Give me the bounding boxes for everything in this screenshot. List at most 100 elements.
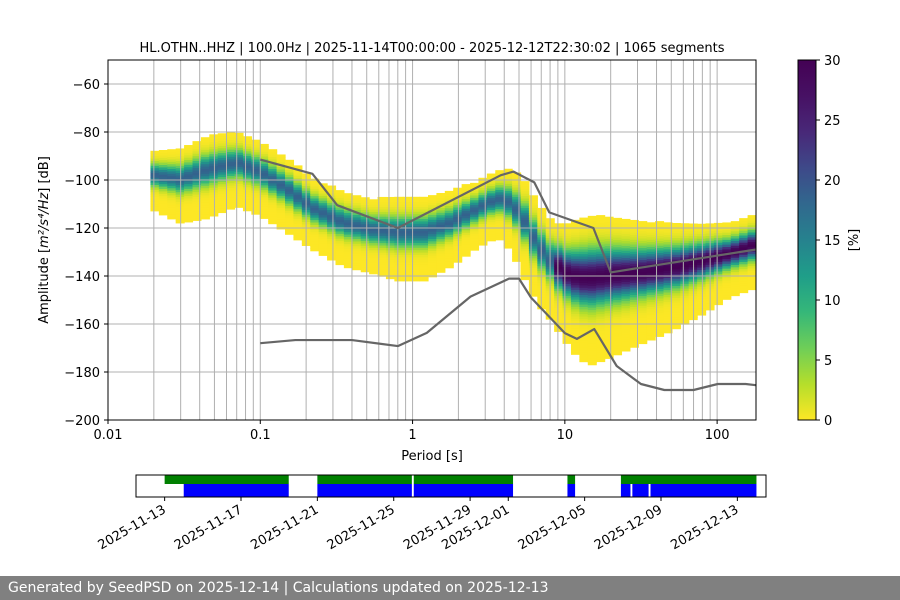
heatmap-cell	[596, 215, 606, 219]
heatmap-cell	[276, 195, 286, 199]
heatmap-cell	[512, 246, 522, 250]
heatmap-cell	[680, 266, 690, 270]
heatmap-cell	[655, 305, 665, 309]
heatmap-cell	[293, 225, 303, 229]
heatmap-cell	[327, 257, 337, 261]
heatmap-cell	[419, 232, 429, 236]
heatmap-cell	[453, 223, 463, 227]
heatmap-cell	[276, 176, 286, 180]
heatmap-cell	[402, 271, 412, 275]
heatmap-cell	[629, 229, 639, 233]
heatmap-cell	[503, 207, 513, 211]
heatmap-cell	[158, 190, 168, 194]
heatmap-cell	[503, 199, 513, 203]
heatmap-cell	[655, 293, 665, 297]
heatmap-cell	[444, 195, 454, 199]
heatmap-cell	[184, 164, 194, 168]
heatmap-cell	[150, 150, 160, 154]
heatmap-cell	[200, 139, 210, 143]
heatmap-cell	[436, 195, 446, 199]
heatmap-cell	[503, 223, 513, 227]
heatmap-cell	[411, 249, 421, 253]
heatmap-cell	[638, 221, 648, 225]
heatmap-cell	[318, 221, 328, 225]
heatmap-cell	[613, 277, 623, 281]
heatmap-cell	[655, 254, 665, 258]
heatmap-cell	[427, 214, 437, 218]
heatmap-cell	[444, 255, 454, 259]
heatmap-cell	[570, 323, 580, 327]
heatmap-cell	[360, 199, 370, 203]
heatmap-cell	[655, 314, 665, 318]
heatmap-cell	[327, 247, 337, 251]
heatmap-cell	[512, 189, 522, 193]
heatmap-cell	[629, 241, 639, 245]
heatmap-cell	[217, 150, 227, 154]
heatmap-cell	[604, 339, 614, 343]
heatmap-cell	[587, 223, 597, 227]
heatmap-cell	[629, 279, 639, 283]
heatmap-cell	[259, 206, 269, 210]
heatmap-cell	[587, 323, 597, 327]
heatmap-cell	[394, 196, 404, 200]
heatmap-cell	[638, 276, 648, 280]
heatmap-cell	[537, 215, 547, 219]
heatmap-cell	[596, 356, 606, 360]
heatmap-cell	[369, 266, 379, 270]
heatmap-cell	[680, 292, 690, 296]
heatmap-cell	[528, 236, 538, 240]
heatmap-cell	[478, 177, 488, 181]
heatmap-cell	[268, 180, 278, 184]
heatmap-cell	[184, 214, 194, 218]
heatmap-cell	[730, 266, 740, 270]
heatmap-cell	[234, 149, 244, 153]
heatmap-cell	[259, 155, 269, 159]
heatmap-cell	[377, 242, 387, 246]
heatmap-cell	[327, 245, 337, 249]
heatmap-cell	[200, 168, 210, 172]
heatmap-cell	[537, 270, 547, 274]
heatmap-cell	[646, 325, 656, 329]
heatmap-cell	[562, 256, 572, 260]
heatmap-cell	[621, 326, 631, 330]
heatmap-cell	[697, 312, 707, 316]
heatmap-cell	[343, 231, 353, 235]
heatmap-cell	[570, 289, 580, 293]
heatmap-cell	[453, 238, 463, 242]
heatmap-cell	[234, 204, 244, 208]
heatmap-cell	[697, 278, 707, 282]
heatmap-cell	[167, 175, 177, 179]
heatmap-cell	[730, 221, 740, 225]
heatmap-cell	[587, 242, 597, 246]
heatmap-cell	[655, 302, 665, 306]
colorbar-tick-label: 20	[824, 174, 841, 189]
heatmap-cell	[242, 189, 252, 193]
heatmap-cell	[697, 264, 707, 268]
heatmap-cell	[663, 263, 673, 267]
heatmap-cell	[520, 197, 530, 201]
heatmap-cell	[385, 232, 395, 236]
heatmap-cell	[730, 235, 740, 239]
heatmap-cell	[242, 165, 252, 169]
heatmap-cell	[638, 278, 648, 282]
heatmap-cell	[655, 247, 665, 251]
heatmap-cell	[537, 260, 547, 264]
heatmap-cell	[562, 314, 572, 318]
heatmap-cell	[512, 237, 522, 241]
heatmap-cell	[318, 188, 328, 192]
heatmap-cell	[327, 219, 337, 223]
heatmap-cell	[655, 307, 665, 311]
heatmap-cell	[461, 217, 471, 221]
heatmap-cell	[722, 244, 732, 248]
heatmap-cell	[285, 195, 295, 199]
heatmap-cell	[570, 344, 580, 348]
heatmap-cell	[251, 182, 261, 186]
heatmap-cell	[613, 342, 623, 346]
psd-used-segment	[567, 484, 576, 497]
heatmap-cell	[251, 163, 261, 167]
heatmap-cell	[200, 192, 210, 196]
heatmap-cell	[722, 241, 732, 245]
heatmap-cell	[528, 204, 538, 208]
heatmap-cell	[293, 170, 303, 174]
heatmap-cell	[167, 166, 177, 170]
